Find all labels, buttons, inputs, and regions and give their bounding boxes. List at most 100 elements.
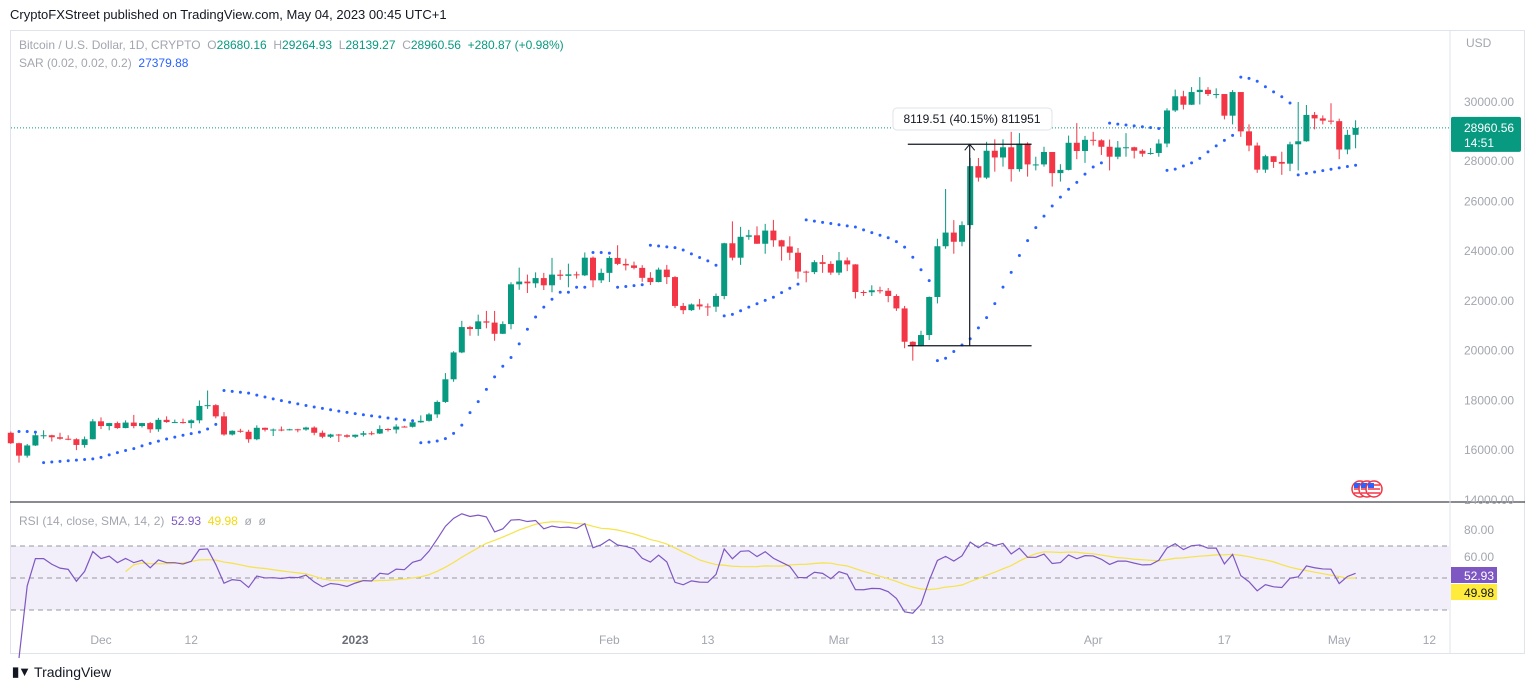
candle [40, 430, 47, 439]
sar-dot [1272, 90, 1276, 94]
candle [278, 426, 285, 432]
candle-body [1246, 131, 1252, 146]
candle-body [1057, 169, 1064, 174]
sar-dot [665, 245, 669, 249]
candle [245, 429, 252, 443]
candle [48, 434, 55, 442]
candle [122, 420, 129, 429]
footer-brand: TradingView [34, 664, 112, 680]
candle [139, 422, 145, 428]
candle [32, 433, 39, 446]
symbol-title[interactable]: Bitcoin / U.S. Dollar, 1D, CRYPTO [19, 38, 201, 52]
candle-body [1328, 120, 1334, 122]
candle [524, 274, 531, 294]
sar-dot [935, 359, 939, 363]
candle-body [631, 265, 637, 268]
sar-dot [862, 228, 866, 232]
candle [680, 302, 687, 315]
sar-dot [976, 326, 980, 330]
price-tick-label: 14000.00 [1464, 493, 1514, 507]
candle-body [942, 232, 949, 247]
candle [901, 305, 908, 349]
sar-dot [402, 418, 406, 422]
candle-body [311, 427, 318, 433]
sar-dot [484, 387, 488, 391]
time-tick-label: Dec [90, 633, 111, 647]
low-label: L [338, 38, 346, 52]
measure-label-box [892, 107, 1053, 131]
candle-body [1237, 92, 1244, 132]
sar-dot [1321, 169, 1325, 173]
candle-body [253, 427, 260, 440]
candle [926, 296, 933, 341]
rsi-value: 52.93 [171, 514, 202, 528]
sar-dot [42, 461, 46, 465]
candle [983, 141, 990, 180]
sar-dot [673, 246, 677, 250]
sar-dot [1206, 150, 1210, 154]
time-tick-label: May [1328, 633, 1351, 647]
rsi-extra-2: ø [258, 514, 266, 528]
candle-body [286, 429, 293, 431]
sar-legend: SAR (0.02, 0.02, 0.2) 27379.88 [19, 56, 188, 70]
candle-body [1139, 150, 1146, 154]
candle [1295, 102, 1302, 171]
tradingview-footer[interactable]: ▮▼ TradingView [12, 664, 111, 680]
sar-dot [1075, 180, 1079, 184]
candle [614, 245, 621, 266]
sar-dot [1124, 123, 1128, 127]
sar-dot [435, 439, 439, 443]
candle [1221, 94, 1228, 120]
candle-body [294, 429, 301, 431]
candle [1090, 131, 1097, 146]
candle-body [130, 422, 137, 427]
rsi-label[interactable]: RSI (14, close, SMA, 14, 2) [19, 514, 165, 528]
candle-body [885, 290, 892, 296]
candle [81, 436, 88, 448]
candle-body [48, 435, 55, 438]
candle-body [409, 422, 416, 427]
candle [1139, 149, 1146, 157]
candle [458, 320, 465, 354]
candle-body [672, 277, 678, 306]
candle-body [852, 264, 859, 293]
candle [672, 276, 678, 308]
candle [1237, 92, 1244, 137]
candle-body [262, 427, 268, 430]
candle-body [335, 434, 342, 436]
candle-body [1098, 140, 1105, 147]
candle-body [557, 274, 564, 276]
candle [270, 428, 277, 437]
high-label: H [273, 38, 283, 52]
sar-label[interactable]: SAR (0.02, 0.02, 0.2) [19, 56, 132, 70]
candle-body [458, 327, 465, 353]
candle [1352, 120, 1359, 149]
candle-body [778, 240, 785, 247]
candle-body [426, 414, 432, 421]
candle [754, 226, 760, 244]
sar-dot [1263, 85, 1267, 89]
candle [114, 421, 121, 429]
candle-body [721, 243, 728, 296]
candle [1287, 141, 1293, 172]
candle-body [598, 272, 605, 281]
candle-body [786, 246, 793, 253]
candle-body [122, 422, 129, 429]
candle-body [1229, 92, 1236, 116]
candle [1344, 129, 1351, 155]
candle-body [65, 438, 72, 440]
rsi-extra-1: ø [244, 514, 252, 528]
candle-body [57, 437, 63, 439]
candle [253, 425, 260, 441]
candle-body [1049, 151, 1056, 174]
candle-body [991, 150, 998, 158]
sar-dot [1058, 195, 1062, 199]
candle-body [1008, 147, 1015, 170]
candle-body [139, 423, 145, 427]
sar-dot [66, 459, 70, 463]
candle-body [762, 230, 769, 244]
time-tick-label: 13 [701, 633, 715, 647]
sar-dot [1304, 171, 1308, 175]
candle [1008, 131, 1015, 182]
